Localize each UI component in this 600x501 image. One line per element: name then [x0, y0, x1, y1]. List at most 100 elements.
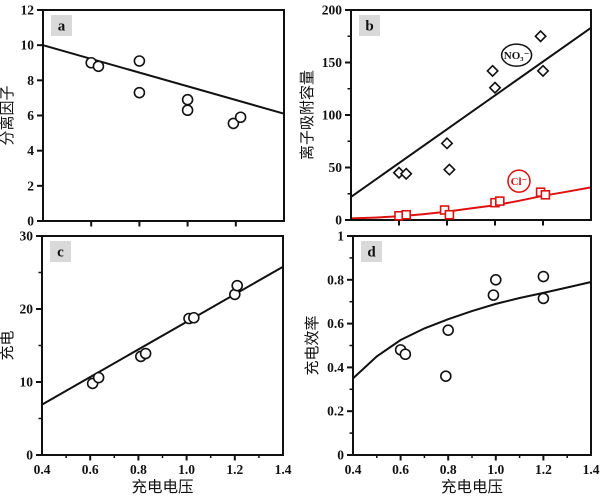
- x-axis-title: 充电电压: [441, 478, 503, 496]
- fit-line: [352, 281, 592, 380]
- data-point: [92, 371, 105, 384]
- y-tick-label: 100: [322, 108, 343, 123]
- panel-badge-box: [51, 15, 72, 36]
- panel-badge: a: [51, 15, 72, 36]
- y-axis: 0 2 4 6 8 10 12: [21, 3, 43, 229]
- data-point: [487, 289, 500, 301]
- plot-area: [352, 235, 592, 456]
- y-tick-label: 1: [337, 229, 344, 244]
- y-axis-title: 分离因子: [0, 85, 16, 145]
- panel-badge-box: [50, 241, 71, 262]
- y-tick-label: 0.6: [327, 316, 344, 331]
- series-chloride: [394, 187, 551, 221]
- ion-label-circle: [507, 169, 531, 193]
- panel-label: b: [365, 19, 373, 35]
- data-point: [234, 111, 247, 124]
- y-tick-label: 0.4: [327, 360, 344, 375]
- panel-a: 0 2 4 6 8 10 12 a 分离因子: [0, 3, 285, 229]
- data-point: [181, 104, 194, 117]
- y-tick-label: 150: [322, 55, 343, 70]
- x-tick-label: 1.0: [487, 462, 504, 477]
- data-point: [227, 117, 240, 130]
- y-tick-label: 8: [27, 73, 34, 88]
- x-tick-label: 0.8: [440, 462, 457, 477]
- panel-d: 0 0.2 0.4 0.6 0.8 1 0.4 0.6 0.8 1.0 1.2 1.4 d 充电效率充电电…: [304, 229, 600, 497]
- data-point: [231, 279, 244, 292]
- data-point: [537, 270, 550, 283]
- panel-badge-box: [359, 15, 380, 36]
- data-point: [139, 347, 152, 360]
- panel-label: a: [58, 19, 66, 35]
- x-tick-label: 0.6: [82, 462, 99, 477]
- y-axis-title: 充电: [0, 330, 16, 360]
- x-tick-label: 0.4: [34, 462, 51, 477]
- y-tick-label: 10: [21, 38, 35, 53]
- x-axis: 0.4 0.6 0.8 1.0 1.2 1.4: [345, 455, 600, 477]
- series-separation-factor: [85, 55, 247, 130]
- data-point: [488, 81, 502, 95]
- plot-area: [41, 235, 284, 456]
- data-point: [399, 167, 413, 181]
- y-tick-label: 10: [20, 375, 34, 390]
- ion-label: NO₃⁻: [500, 43, 533, 67]
- data-point: [486, 64, 499, 78]
- data-point: [442, 324, 455, 336]
- y-axis: 0 0.2 0.4 0.6 0.8 1: [327, 229, 353, 463]
- panel-badge: d: [361, 241, 382, 262]
- fit-lines: [350, 26, 592, 220]
- data-point: [494, 196, 505, 206]
- y-axis: 0 10 20 30: [20, 229, 42, 463]
- fit-lines: [42, 44, 285, 115]
- data-point: [92, 60, 105, 73]
- data-point: [133, 86, 146, 99]
- data-point: [443, 163, 456, 176]
- x-axis: [398, 220, 544, 226]
- panel-badge: b: [359, 15, 380, 36]
- x-tick-label: 0.6: [392, 462, 409, 477]
- y-tick-label: 0: [335, 213, 342, 228]
- data-point: [181, 93, 194, 106]
- data-point: [401, 209, 412, 220]
- series-nitrate: [392, 29, 550, 181]
- data-point: [534, 29, 547, 43]
- data-point: [133, 55, 146, 67]
- data-point: [440, 370, 452, 382]
- plot-area: [350, 9, 592, 221]
- data-point: [399, 348, 412, 361]
- panel-label: c: [57, 245, 64, 261]
- fit-line: [350, 186, 592, 220]
- data-point: [392, 166, 406, 180]
- data-point: [188, 311, 200, 324]
- panel-badge-box: [361, 241, 382, 262]
- data-point: [540, 190, 551, 200]
- panel-badge: c: [50, 241, 71, 262]
- fit-line: [350, 26, 592, 198]
- y-tick-label: 6: [27, 108, 34, 123]
- y-tick-label: 4: [27, 143, 34, 158]
- data-point: [537, 292, 550, 305]
- x-tick-label: 0.8: [130, 462, 147, 477]
- y-tick-label: 0.8: [327, 272, 344, 287]
- y-axis-title: 离子吸附容量: [299, 70, 316, 160]
- y-axis-title: 充电效率: [304, 315, 321, 375]
- data-point: [489, 273, 502, 286]
- y-tick-label: 30: [20, 229, 34, 244]
- plot-area: [42, 9, 285, 222]
- ion-label-text: Cl⁻: [511, 176, 528, 188]
- x-axis: 0.4 0.6 0.8 1.0 1.2 1.4: [34, 455, 292, 477]
- y-tick-label: 0.2: [327, 404, 344, 419]
- y-tick-label: 12: [21, 3, 35, 18]
- x-tick-label: 0.4: [345, 462, 362, 477]
- x-tick-label: 1.4: [583, 462, 600, 477]
- ion-label-text: NO₃⁻: [504, 50, 530, 62]
- fit-line: [42, 44, 285, 115]
- y-axis: 0 50 100 150 200: [322, 3, 351, 228]
- x-axis: [90, 221, 237, 227]
- x-tick-label: 1.2: [535, 462, 552, 477]
- y-tick-label: 20: [20, 302, 34, 317]
- x-tick-label: 1.0: [178, 462, 195, 477]
- fit-lines: [41, 265, 284, 406]
